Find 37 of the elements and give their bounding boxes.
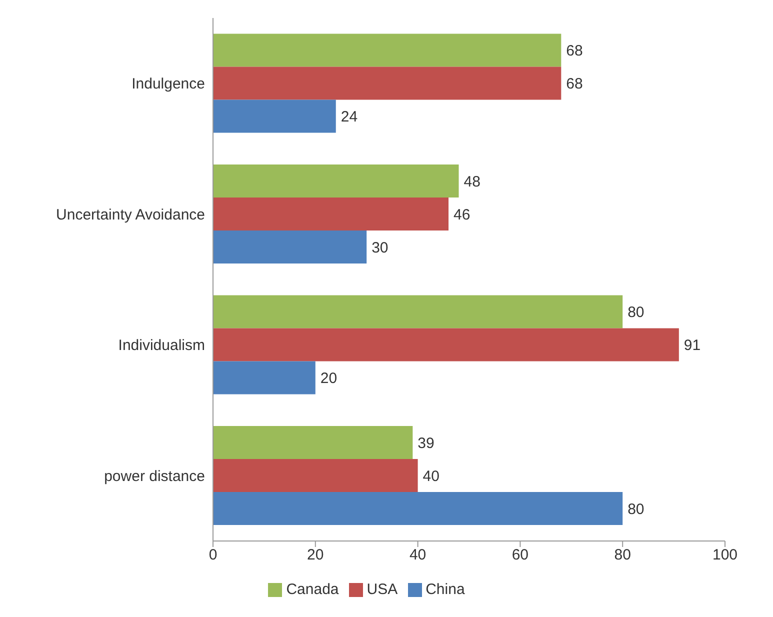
x-tick-label: 20 (307, 546, 324, 564)
data-label: 20 (320, 370, 338, 388)
data-label: 30 (372, 239, 388, 256)
data-label: 46 (454, 206, 470, 224)
y-tick-label: Uncertainty Avoidance (56, 206, 205, 224)
bar (213, 66, 562, 100)
bar (213, 458, 418, 492)
bar (213, 361, 316, 394)
data-label: 48 (464, 173, 480, 190)
data-label: 80 (628, 500, 644, 518)
bar (213, 34, 562, 67)
y-tick-label: power distance (104, 468, 205, 485)
bar (213, 426, 413, 459)
legend-label: USA (366, 581, 398, 598)
data-label: 39 (418, 434, 434, 452)
bar (213, 295, 623, 328)
x-tick-label: 60 (512, 546, 529, 564)
bar (213, 230, 367, 264)
data-label: 91 (684, 337, 701, 354)
bar (213, 164, 459, 198)
x-tick-label: 40 (409, 546, 426, 564)
bar (213, 197, 449, 230)
data-label: 68 (566, 42, 583, 60)
y-tick-label: Individualism (118, 337, 205, 354)
bar (213, 100, 336, 133)
bar (213, 492, 623, 525)
x-tick-label: 100 (712, 546, 738, 564)
x-tick-label: 0 (208, 546, 218, 564)
legend-label: China (426, 581, 465, 598)
legend-label: Canada (286, 581, 339, 598)
y-tick-label: Indulgence (132, 76, 205, 93)
x-tick-label: 80 (614, 546, 631, 564)
data-label: 80 (628, 304, 644, 322)
bar (213, 328, 679, 362)
data-label: 24 (340, 108, 358, 126)
data-label: 68 (566, 76, 583, 93)
data-label: 40 (422, 468, 440, 485)
